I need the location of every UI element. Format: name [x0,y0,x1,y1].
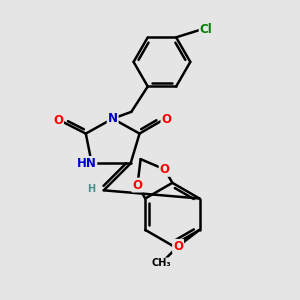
Text: N: N [108,112,118,125]
Text: O: O [133,178,142,192]
Text: Cl: Cl [200,23,212,36]
Text: O: O [53,114,63,127]
Text: CH₃: CH₃ [151,258,171,268]
Text: H: H [87,184,95,194]
Text: HN: HN [76,157,96,170]
Text: O: O [173,240,183,253]
Text: O: O [161,113,171,126]
Text: O: O [160,163,170,176]
